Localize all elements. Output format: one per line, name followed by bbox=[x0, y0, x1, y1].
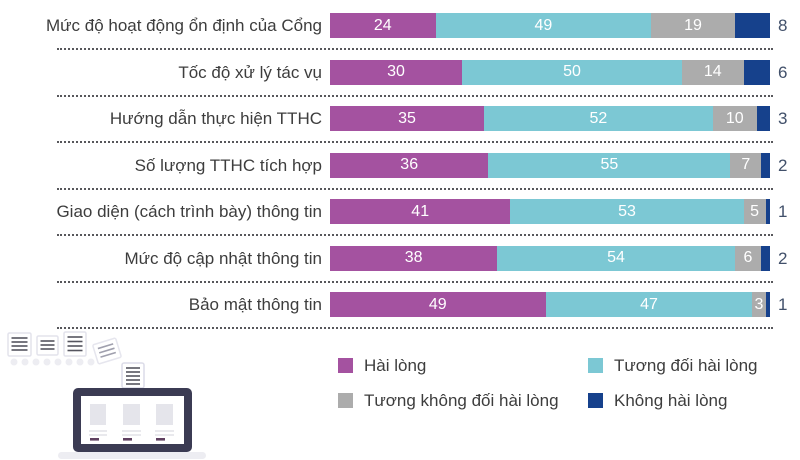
bar-row: 49 47 3 bbox=[330, 292, 770, 317]
bar-row: 24 49 19 bbox=[330, 13, 770, 38]
bar-segment: 54 bbox=[497, 245, 735, 271]
bar-segment: 38 bbox=[330, 245, 498, 271]
category-label: Mức độ hoạt động ổn định của Cổng bbox=[45, 16, 322, 35]
external-value-label: 2 bbox=[778, 248, 788, 268]
bar-segment: 7 bbox=[730, 152, 762, 178]
legend-item: Hài lòng bbox=[338, 356, 588, 376]
document-icon bbox=[36, 335, 59, 356]
bar-segment bbox=[765, 199, 770, 224]
bar-segment bbox=[761, 245, 770, 271]
bar-segment: 5 bbox=[743, 199, 766, 224]
legend-label: Không hài lòng bbox=[614, 390, 728, 410]
document-icon bbox=[121, 362, 145, 389]
category-label: Số lượng TTHC tích hợp bbox=[134, 155, 322, 175]
bar-segment bbox=[765, 292, 770, 317]
bar-segment: 3 bbox=[752, 292, 766, 317]
bar-segment: 41 bbox=[330, 199, 511, 224]
bar-segment bbox=[761, 152, 770, 178]
legend-item: Không hài lòng bbox=[588, 391, 778, 411]
external-value-label: 1 bbox=[778, 202, 788, 221]
row-separator bbox=[57, 187, 773, 190]
bar-segment: 47 bbox=[545, 292, 753, 317]
row-separator bbox=[57, 94, 773, 97]
bar-segment: 36 bbox=[330, 152, 489, 178]
legend-swatch bbox=[338, 393, 353, 408]
tilted-document-icon bbox=[92, 337, 122, 365]
legend-label: Tương không đối hài lòng bbox=[364, 390, 559, 410]
legend-swatch bbox=[588, 358, 603, 373]
external-value-label: 6 bbox=[778, 62, 788, 82]
bar-segment: 14 bbox=[682, 59, 744, 85]
external-value-label: 2 bbox=[778, 155, 788, 175]
category-label: Mức độ cập nhật thông tin bbox=[124, 248, 322, 268]
bar-segment: 6 bbox=[734, 245, 762, 271]
bar-segment: 52 bbox=[484, 106, 713, 131]
bar-segment: 19 bbox=[651, 13, 735, 38]
bar-segment bbox=[743, 59, 770, 85]
bar-segment: 10 bbox=[712, 106, 757, 131]
bar-row: 36 55 7 bbox=[330, 152, 770, 178]
legend-item: Tương đối hài lòng bbox=[588, 356, 778, 376]
documents-to-portal-illustration bbox=[7, 331, 206, 459]
bar-segment: 49 bbox=[435, 13, 652, 38]
legend-label: Tương đối hài lòng bbox=[614, 355, 758, 375]
row-separator bbox=[57, 327, 773, 329]
row-separator bbox=[57, 280, 773, 283]
conveyor-dots bbox=[10, 358, 95, 366]
bar-segment: 49 bbox=[330, 292, 546, 317]
bar-segment: 35 bbox=[330, 106, 484, 131]
document-icon bbox=[63, 331, 87, 357]
row-separator bbox=[57, 234, 773, 236]
legend-swatch bbox=[338, 358, 353, 373]
bar-row: 38 54 6 bbox=[330, 245, 770, 271]
monitor-base bbox=[58, 452, 206, 459]
bar-row: 35 52 10 bbox=[330, 106, 770, 131]
chart-legend: Hài lòng Tương đối hài lòng Tương không đố… bbox=[338, 348, 778, 418]
row-separator bbox=[57, 141, 773, 143]
legend-label: Hài lòng bbox=[364, 355, 427, 375]
bar-segment bbox=[734, 13, 770, 38]
category-label: Bảo mật thông tin bbox=[188, 295, 322, 314]
legend-swatch bbox=[588, 393, 603, 408]
category-label: Hướng dẫn thực hiện TTHC bbox=[109, 109, 322, 128]
bar-row: 30 50 14 bbox=[330, 59, 770, 85]
bar-segment: 55 bbox=[488, 152, 731, 178]
category-label: Giao diện (cách trình bày) thông tin bbox=[56, 202, 322, 221]
external-value-label: 8 bbox=[778, 16, 788, 35]
legend-item: Tương không đối hài lòng bbox=[338, 391, 588, 411]
bar-segment: 24 bbox=[330, 13, 436, 38]
monitor-icon bbox=[58, 388, 206, 459]
external-value-label: 1 bbox=[778, 295, 788, 314]
external-value-label: 3 bbox=[778, 109, 788, 128]
bar-segment: 50 bbox=[462, 59, 682, 85]
bar-segment bbox=[756, 106, 770, 131]
document-icon bbox=[7, 332, 32, 357]
category-label: Tốc độ xử lý tác vụ bbox=[178, 62, 322, 82]
bar-segment: 30 bbox=[330, 59, 462, 85]
bar-segment: 53 bbox=[510, 199, 744, 224]
row-separator bbox=[57, 48, 773, 50]
bar-row: 41 53 5 bbox=[330, 199, 770, 224]
